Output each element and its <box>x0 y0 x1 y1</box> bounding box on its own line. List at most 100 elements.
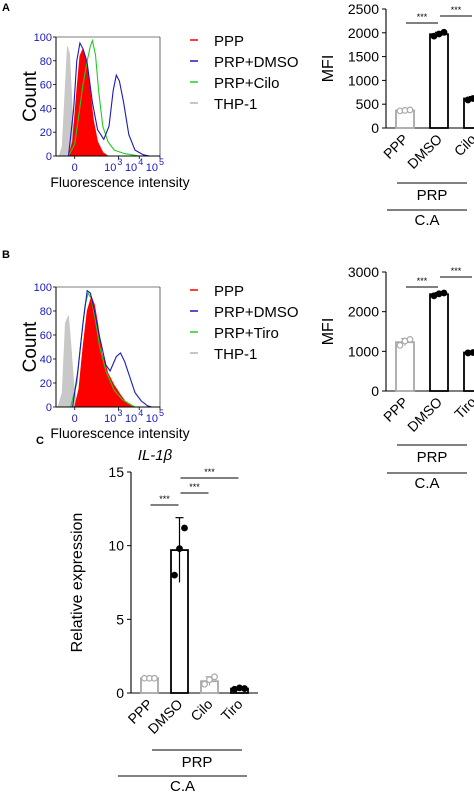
group-label-ca: C.A <box>170 778 195 794</box>
y-tick-label: 100 <box>34 282 52 294</box>
group-label-prp: PRP <box>417 449 448 466</box>
series-line-2 <box>68 38 140 157</box>
x-tick-exponent: 4 <box>138 157 143 167</box>
data-point <box>440 28 448 36</box>
x-tick-exponent: 5 <box>159 157 164 167</box>
data-point <box>469 349 474 356</box>
y-axis-label: MFI <box>320 318 337 346</box>
x-axis-label: Fluorescence intensity <box>50 174 189 190</box>
group-label-ca: C.A <box>414 212 439 229</box>
y-tick-label: 1500 <box>348 49 379 65</box>
data-point <box>171 571 178 579</box>
category-label: Tiro <box>451 394 474 422</box>
series-area-1 <box>74 295 135 408</box>
legend-label: THP-1 <box>214 346 257 363</box>
y-tick-label: 2500 <box>348 1 379 17</box>
y-tick-label: 0 <box>46 151 52 163</box>
significance-label: *** <box>204 467 215 477</box>
data-point <box>206 676 213 684</box>
x-tick-label: 10 <box>104 162 116 174</box>
category-label: DMSO <box>404 131 445 172</box>
legend-label: THP-1 <box>214 96 257 113</box>
y-tick-label: 3000 <box>348 264 379 280</box>
data-point <box>396 341 404 349</box>
x-tick-exponent: 4 <box>138 408 143 418</box>
y-tick-label: 40 <box>40 103 52 115</box>
bar-dmso <box>429 293 449 392</box>
x-tick-label: 10 <box>125 413 137 425</box>
legend-label: PRP+DMSO <box>214 54 299 71</box>
category-label: Tiro <box>218 696 246 724</box>
y-tick-label: 10 <box>108 538 124 554</box>
x-tick-label: 10 <box>125 162 137 174</box>
panel-label-b: B <box>2 249 10 261</box>
chart-title: IL-1β <box>138 447 173 464</box>
category-label: Cilo <box>187 696 216 725</box>
y-tick-label: 1000 <box>348 343 379 359</box>
data-point <box>181 524 188 532</box>
significance-label: *** <box>417 12 428 22</box>
group-label-prp: PRP <box>182 754 213 771</box>
y-tick-label: 2000 <box>348 304 379 320</box>
data-point <box>440 289 448 297</box>
group-label-prp: PRP <box>417 187 448 204</box>
x-tick-label: 0 <box>72 162 78 174</box>
y-tick-label: 1000 <box>348 72 379 88</box>
y-tick-label: 0 <box>371 120 379 136</box>
category-label: DMSO <box>145 696 186 737</box>
bar-tiro <box>463 351 474 392</box>
legend-label: PRP+DMSO <box>214 304 299 321</box>
y-tick-label: 80 <box>40 56 52 68</box>
data-point <box>406 336 414 343</box>
x-tick-label: 10 <box>146 413 158 425</box>
data-point <box>469 95 474 102</box>
data-point <box>406 106 414 114</box>
category-label: DMSO <box>404 394 445 435</box>
significance-label: *** <box>451 266 462 276</box>
legend-label: PPP <box>214 283 244 300</box>
data-point <box>176 545 183 553</box>
y-tick-label: 500 <box>356 96 380 112</box>
y-tick-label: 0 <box>371 383 379 399</box>
series-line-3 <box>67 41 150 157</box>
y-axis-label: Count <box>20 70 41 121</box>
legend-label: PRP+Cilo <box>214 75 279 92</box>
x-tick-exponent: 3 <box>117 157 122 167</box>
bar-dmso <box>429 33 449 129</box>
legend-label: PRP+Tiro <box>214 325 279 342</box>
y-axis-label: Relative expression <box>69 513 86 653</box>
x-tick-label: 10 <box>104 413 116 425</box>
y-tick-label: 0 <box>46 402 52 414</box>
data-point <box>211 673 218 681</box>
y-tick-label: 80 <box>40 306 52 318</box>
y-tick-label: 5 <box>116 611 124 627</box>
y-tick-label: 60 <box>40 330 52 342</box>
y-tick-label: 2000 <box>348 25 379 41</box>
data-point <box>201 680 208 688</box>
y-tick-label: 15 <box>108 464 124 480</box>
y-axis-label: Count <box>20 321 41 372</box>
panel-label-c: C <box>36 435 44 447</box>
x-tick-exponent: 3 <box>117 408 122 418</box>
data-point <box>241 685 248 692</box>
data-point <box>151 674 158 682</box>
category-label: Cilo <box>451 131 474 160</box>
y-tick-label: 60 <box>40 80 52 92</box>
x-tick-exponent: 5 <box>159 408 164 418</box>
y-axis-label: MFI <box>320 55 337 83</box>
series-line-3 <box>72 289 152 408</box>
y-tick-label: 40 <box>40 354 52 366</box>
y-tick-label: 20 <box>40 378 52 390</box>
significance-label: *** <box>159 494 170 504</box>
legend-label: PPP <box>214 33 244 50</box>
x-axis-label: Fluorescence intensity <box>50 425 189 441</box>
significance-label: *** <box>417 276 428 286</box>
y-tick-label: 0 <box>116 685 124 701</box>
bar-ppp <box>395 341 415 392</box>
group-label-ca: C.A <box>414 475 439 492</box>
